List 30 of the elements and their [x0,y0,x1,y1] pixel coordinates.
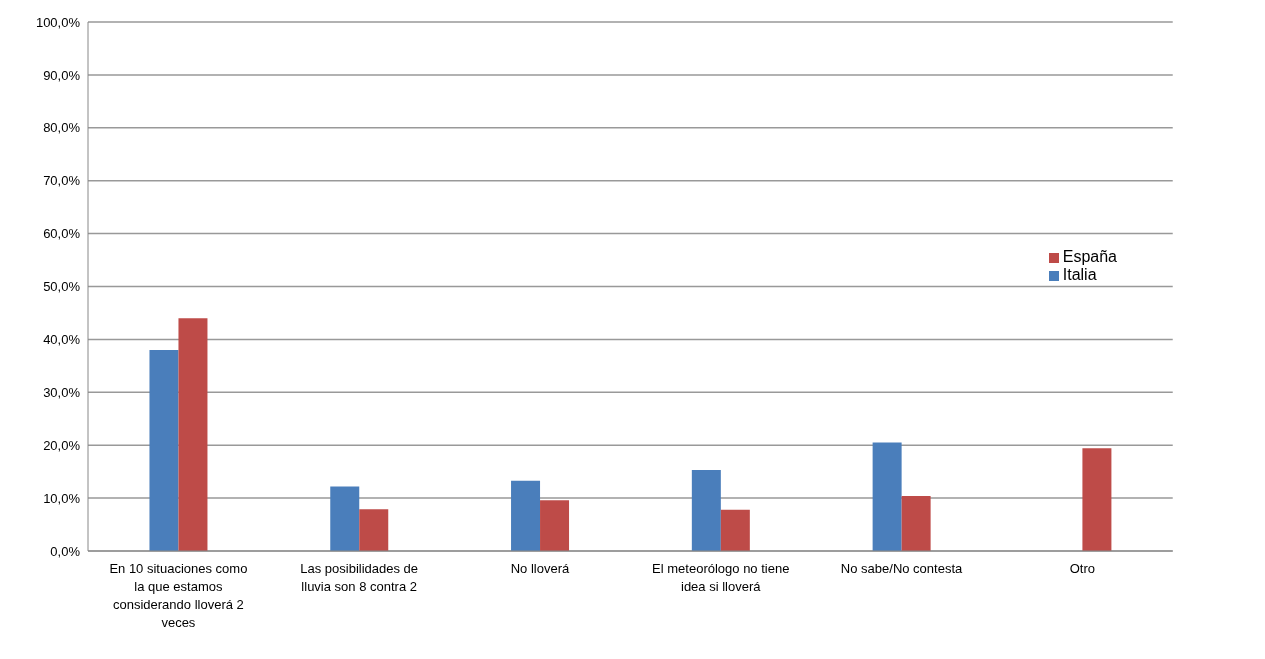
bar [178,318,208,551]
bar [359,509,389,551]
y-tick-label: 10,0% [43,490,81,506]
x-tick-label: El meteorólogo no tiene idea si lloverá [652,561,790,594]
x-tick-label: Otro [1069,561,1095,576]
y-tick-label: 40,0% [43,332,81,348]
y-tick-label: 50,0% [43,279,81,295]
legend-label: España [1062,248,1117,265]
bar [872,442,902,551]
bar [540,500,570,551]
y-tick-label: 90,0% [43,67,81,83]
y-tick-label: 80,0% [43,120,81,136]
bar [149,349,179,551]
y-tick-label: 100,0% [35,14,81,30]
y-tick-label: 20,0% [43,437,81,453]
bar [691,470,721,551]
y-tick-label: 30,0% [43,384,81,400]
bar [1082,448,1112,551]
y-tick-label: 70,0% [43,173,81,189]
x-tick-label: No lloverá [510,561,570,576]
bar [720,509,750,551]
y-tick-label: 60,0% [43,226,81,242]
legend-label: Italia [1062,266,1097,283]
bar [901,495,931,551]
bar [511,480,541,551]
y-tick-label: 0,0% [50,543,81,559]
x-tick-label: En 10 situaciones como la que estamos considerando lloverá 2 veces [109,561,248,630]
bar [330,486,360,551]
x-tick-label: No sabe/No contesta [840,561,964,576]
x-tick-label: Las posibilidades de lluvia son 8 contra 2 [300,561,419,594]
